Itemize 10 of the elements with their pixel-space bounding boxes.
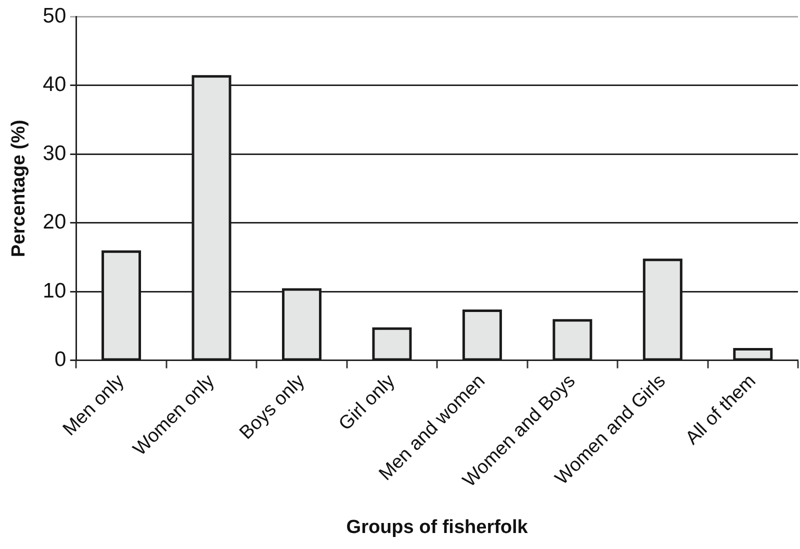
x-axis-title: Groups of fisherfolk — [346, 516, 528, 538]
y-tick-label: 50 — [42, 4, 66, 28]
y-tick-label: 30 — [42, 142, 66, 165]
y-tick-label: 0 — [54, 348, 66, 372]
y-tick-label: 10 — [42, 279, 66, 302]
x-tick-label: Men only — [59, 370, 129, 440]
y-axis-title: Percentage (%) — [8, 120, 30, 258]
y-tick-label: 20 — [42, 210, 66, 234]
y-tick-label: 40 — [42, 73, 66, 96]
x-tick-label: Girl only — [335, 370, 400, 435]
